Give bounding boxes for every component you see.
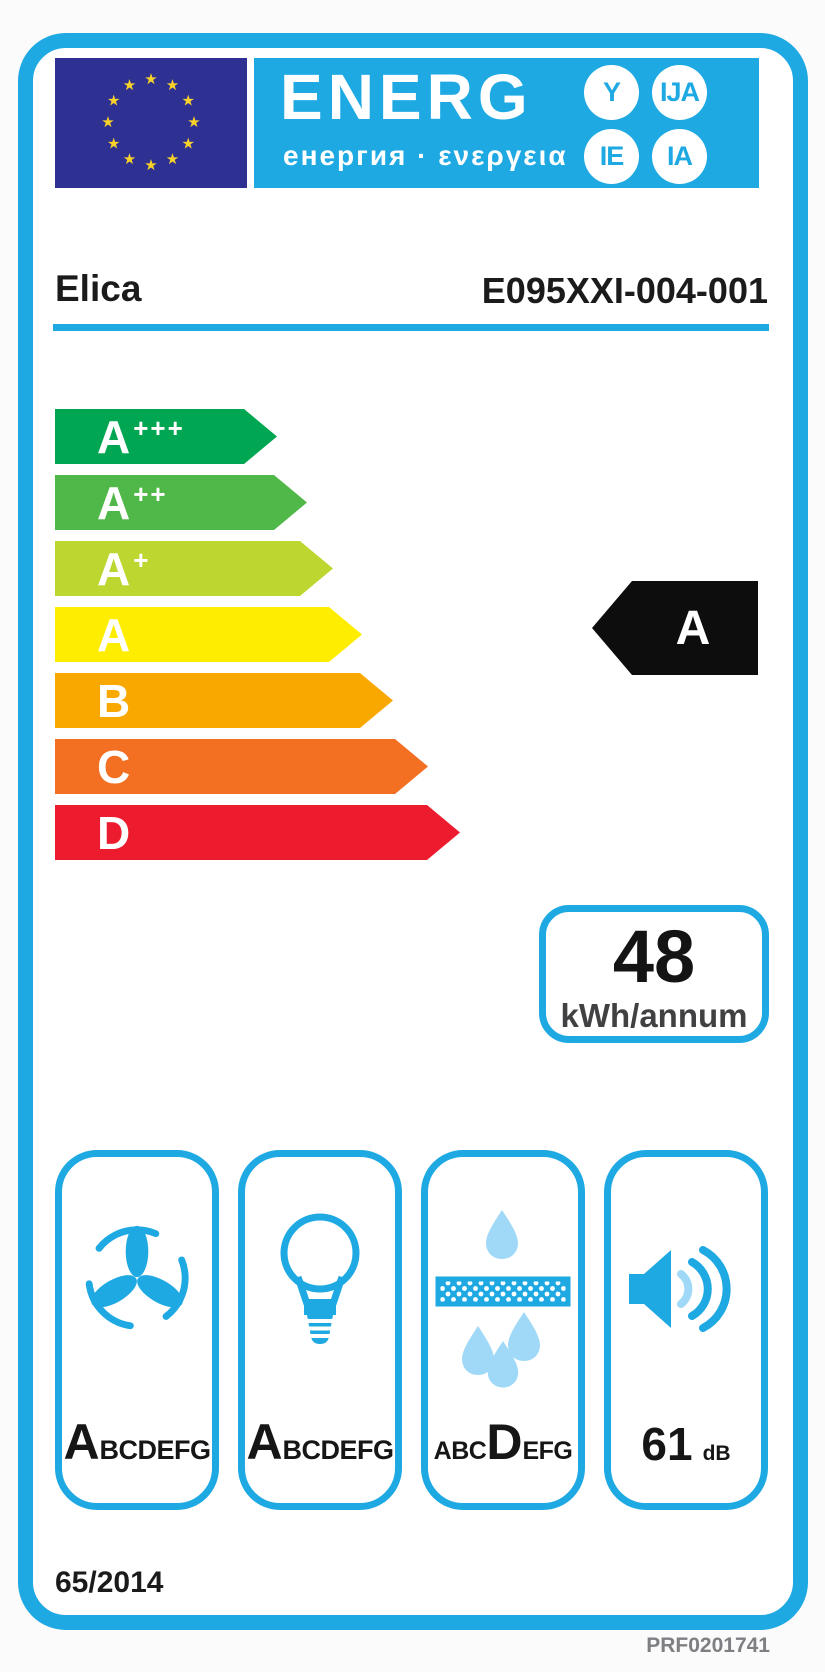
grease-grade: ABC D EFG [428, 1413, 578, 1471]
fan-grade-letter: A [63, 1414, 100, 1470]
star-icon: ★ [101, 114, 115, 131]
star-icon: ★ [181, 92, 195, 110]
regulation-number: 65/2014 [55, 1566, 164, 1599]
eu-flag: ★ ★ ★ ★ ★ ★ ★ ★ ★ ★ ★ ★ [55, 58, 247, 188]
star-icon: ★ [144, 71, 158, 88]
fan-efficiency-box: A BCDEFG [55, 1150, 219, 1510]
energy-class-arrow: A +++ [55, 409, 277, 464]
language-badge-ie: IE [584, 129, 639, 184]
grease-grade-prefix: ABC [433, 1437, 487, 1465]
brand-name: Elica [55, 268, 142, 309]
star-icon: ★ [165, 151, 180, 169]
rated-class-pointer: A [592, 581, 758, 675]
fan-grade: A BCDEFG [62, 1413, 212, 1471]
star-icon: ★ [144, 157, 158, 174]
noise-value-row: 61 dB [611, 1417, 761, 1471]
class-suffix: + [133, 545, 151, 575]
star-icon: ★ [107, 92, 121, 110]
grease-filter-icon [435, 1210, 571, 1388]
energy-class-arrow: A [55, 607, 362, 662]
grease-grade-scale: EFG [522, 1437, 573, 1465]
class-letter: A [97, 542, 131, 595]
star-icon: ★ [181, 135, 195, 153]
noise-level-box: 61 dB [604, 1150, 768, 1510]
class-letter: A [97, 410, 131, 463]
noise-unit: dB [702, 1442, 731, 1465]
energy-class-arrow: C [55, 739, 428, 794]
energ-translations: енергия · ενεργεια [283, 140, 568, 171]
language-badge-ia: IA [652, 129, 707, 184]
fan-icon [85, 1225, 189, 1330]
footer-print-code: PRF0201741 [646, 1634, 770, 1657]
class-letter: A [97, 608, 131, 661]
star-icon: ★ [165, 76, 180, 94]
class-suffix: +++ [133, 413, 185, 443]
header-divider [53, 324, 769, 331]
fan-grade-scale: BCDEFG [99, 1435, 212, 1465]
lighting-efficiency-box: A BCDEFG [238, 1150, 402, 1510]
noise-speaker-icon [629, 1246, 731, 1332]
star-icon: ★ [107, 135, 121, 153]
class-letter: A [97, 476, 131, 529]
lighting-grade-scale: BCDEFG [282, 1435, 395, 1465]
star-icon: ★ [122, 151, 137, 169]
energy-class-arrow: A ++ [55, 475, 307, 530]
light-bulb-icon [280, 1213, 360, 1344]
annual-energy-unit: kWh/annum [560, 997, 748, 1034]
energ-wordmark: ENERG [280, 61, 533, 133]
annual-energy-box: 48 kWh/annum [539, 905, 769, 1043]
class-letter: B [97, 674, 131, 727]
grease-grade-letter: D [486, 1414, 523, 1470]
class-letter: C [97, 740, 131, 793]
class-suffix: ++ [133, 479, 168, 509]
class-letter: D [97, 806, 131, 859]
star-icon: ★ [122, 76, 137, 94]
annual-energy-value: 48 [612, 915, 696, 998]
noise-value: 61 [641, 1418, 693, 1470]
energy-class-arrow: D [55, 805, 460, 860]
star-icon: ★ [187, 114, 201, 131]
energy-class-arrow: B [55, 673, 393, 728]
energy-class-arrow: A + [55, 541, 333, 596]
lighting-grade: A BCDEFG [245, 1413, 395, 1471]
energ-logo-box: ENERG енергия · ενεργεια Y IJA IE IA [254, 58, 759, 188]
language-badge-ija: IJA [652, 65, 707, 120]
model-number: E095XXI-004-001 [481, 270, 768, 311]
grease-filter-box: ABC D EFG [421, 1150, 585, 1510]
rated-class-letter: A [675, 601, 711, 655]
language-badge-y: Y [584, 65, 639, 120]
lighting-grade-letter: A [246, 1414, 283, 1470]
